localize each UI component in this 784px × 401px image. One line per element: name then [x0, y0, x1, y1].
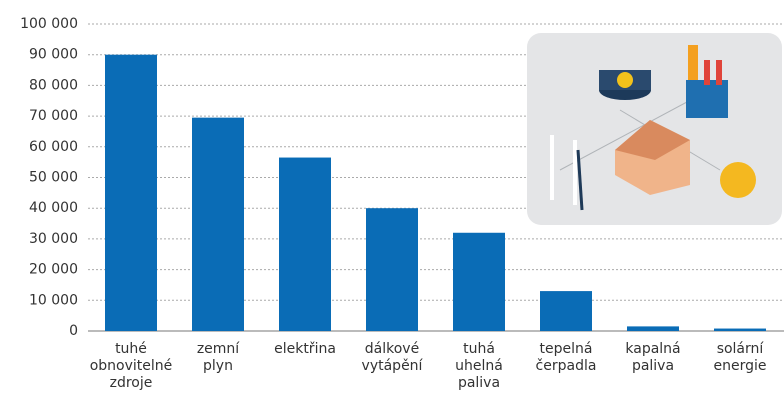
y-tick-label: 20 000 [29, 262, 78, 278]
page: 0 10 000 20 000 30 000 40 000 50 000 60 000 70 … [0, 0, 784, 401]
bar [192, 118, 244, 331]
bar [366, 208, 418, 331]
illustration [527, 33, 782, 225]
bar [627, 326, 679, 331]
x-tick-label: tepelná čerpadla [523, 341, 609, 375]
y-tick-label: 30 000 [29, 231, 78, 247]
y-tick-label: 60 000 [29, 139, 78, 155]
x-tick-label: elektřina [262, 341, 348, 358]
y-tick-label: 10 000 [29, 292, 78, 308]
y-tick-label: 50 000 [29, 170, 78, 186]
x-tick-label: dálkové vytápění [349, 341, 435, 375]
bar [279, 158, 331, 331]
bar [540, 291, 592, 331]
bar [105, 55, 157, 331]
y-tick-label: 90 000 [29, 47, 78, 63]
x-tick-label: tuhé obnovitelné zdroje [88, 341, 174, 392]
x-tick-label: kapalná paliva [610, 341, 696, 375]
y-tick-label: 80 000 [29, 77, 78, 93]
x-tick-label: tuhá uhelná paliva [436, 341, 522, 392]
x-tick-label: zemní plyn [175, 341, 261, 375]
y-tick-label: 0 [69, 323, 78, 339]
y-tick-label: 100 000 [20, 16, 78, 32]
bar [453, 233, 505, 331]
bar [714, 329, 766, 331]
y-tick-label: 40 000 [29, 200, 78, 216]
x-tick-label: solární energie [697, 341, 783, 375]
y-tick-label: 70 000 [29, 108, 78, 124]
